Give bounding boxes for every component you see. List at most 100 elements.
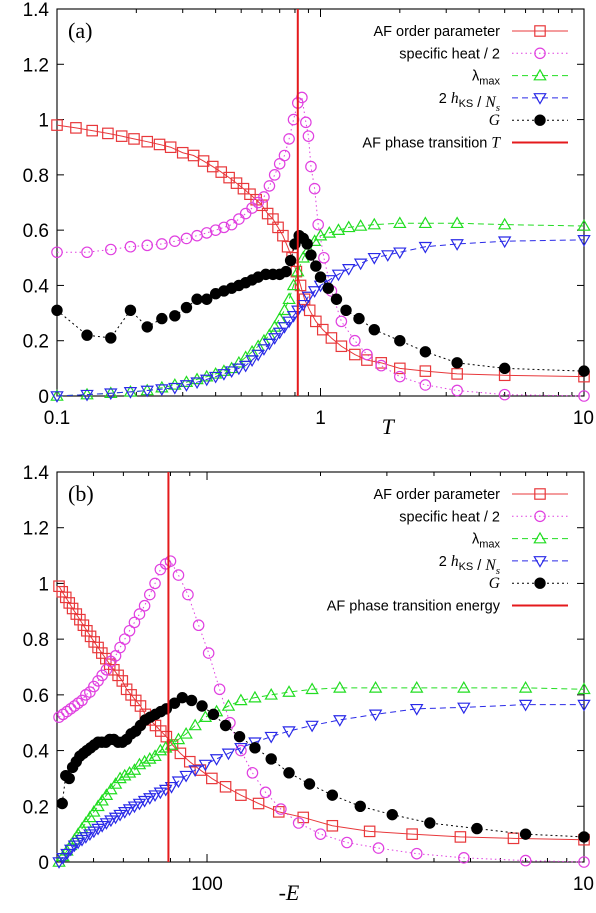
- x-axis-label: T: [382, 414, 396, 439]
- data-point: [118, 768, 132, 781]
- data-point: [153, 787, 168, 800]
- x-tick-label: 0.1: [44, 408, 70, 429]
- data-point: [104, 782, 118, 795]
- series-1: [53, 580, 590, 846]
- data-point: [168, 382, 182, 395]
- data-point: [325, 332, 338, 344]
- data-point: [286, 278, 301, 291]
- legend-label: AF order parameter: [373, 24, 500, 40]
- data-point: [168, 378, 182, 390]
- data-point: [132, 757, 147, 770]
- data-point: [333, 715, 347, 727]
- legend-marker: [534, 577, 546, 589]
- data-point: [124, 240, 137, 253]
- data-point: [217, 369, 231, 381]
- panel-label: (a): [68, 18, 92, 43]
- data-point: [314, 271, 327, 283]
- series-4: [50, 235, 591, 403]
- data-point: [91, 799, 105, 812]
- data-point: [409, 680, 424, 693]
- data-point: [354, 800, 366, 812]
- data-point: [198, 759, 213, 772]
- data-point: [234, 742, 248, 755]
- data-point: [115, 130, 128, 142]
- data-point: [191, 229, 203, 242]
- data-point: [180, 301, 193, 314]
- data-point: [310, 260, 322, 272]
- data-point: [314, 828, 327, 840]
- data-point: [302, 130, 315, 142]
- data-point: [102, 127, 114, 140]
- data-point: [143, 793, 157, 805]
- series-2: [53, 555, 590, 868]
- data-point: [209, 224, 222, 236]
- data-point: [104, 388, 118, 401]
- data-point: [326, 789, 339, 801]
- data-point: [301, 291, 316, 304]
- data-point: [283, 133, 295, 145]
- data-point: [209, 754, 224, 766]
- data-point: [386, 808, 398, 821]
- data-point: [172, 569, 185, 581]
- data-point: [497, 217, 512, 230]
- data-point: [361, 354, 373, 366]
- data-point: [519, 854, 532, 867]
- data-point: [156, 312, 168, 325]
- data-point: [235, 789, 247, 801]
- legend: AF order parameter specific heat / 2 λmax 2…: [362, 24, 568, 152]
- data-point: [519, 828, 532, 840]
- legend-marker: [534, 25, 546, 37]
- data-point: [202, 647, 215, 659]
- data-point: [419, 365, 432, 377]
- data-point: [52, 857, 66, 869]
- series-line: [58, 687, 585, 863]
- x-tick-label: 10: [573, 874, 594, 895]
- data-point: [179, 380, 194, 392]
- data-point: [246, 767, 259, 779]
- series-line: [56, 239, 585, 397]
- legend-marker: [534, 510, 546, 523]
- data-point: [249, 742, 261, 754]
- data-point: [123, 384, 138, 397]
- data-point: [51, 246, 63, 259]
- series-1: [51, 119, 590, 383]
- data-point: [199, 369, 214, 382]
- y-tick-label: 0.4: [23, 742, 50, 763]
- data-point: [108, 777, 123, 789]
- data-point: [277, 229, 289, 242]
- data-point: [199, 374, 214, 387]
- chart-panel-b: 0 0.2 0.4 0.6 0.8 1 1.2 1.4 100 10 -E (b) AF order p…: [23, 463, 594, 905]
- data-point: [206, 772, 218, 785]
- series-line: [56, 124, 585, 378]
- y-tick-label: 1.4: [23, 0, 50, 21]
- data-point: [262, 338, 277, 351]
- data-point: [153, 743, 168, 756]
- data-point: [50, 389, 64, 401]
- data-point: [367, 217, 382, 230]
- data-point: [282, 685, 296, 697]
- data-point: [219, 719, 232, 732]
- data-point: [577, 235, 591, 247]
- y-tick-label: 1.4: [23, 463, 50, 484]
- series-5: [56, 691, 590, 843]
- data-point: [322, 282, 334, 294]
- data-point: [353, 219, 368, 231]
- data-point: [340, 304, 352, 317]
- data-point: [174, 747, 187, 760]
- data-point: [67, 832, 82, 845]
- legend-marker: [533, 93, 547, 105]
- data-point: [518, 680, 533, 693]
- data-point: [497, 236, 512, 249]
- data-point: [259, 786, 272, 799]
- data-point: [296, 91, 308, 104]
- data-point: [113, 771, 127, 784]
- data-point: [156, 238, 168, 250]
- data-point: [454, 831, 467, 843]
- data-point: [313, 228, 328, 241]
- data-point: [578, 831, 590, 843]
- data-point: [257, 344, 271, 356]
- data-point: [507, 832, 520, 845]
- data-point: [263, 180, 276, 192]
- data-point: [104, 386, 118, 399]
